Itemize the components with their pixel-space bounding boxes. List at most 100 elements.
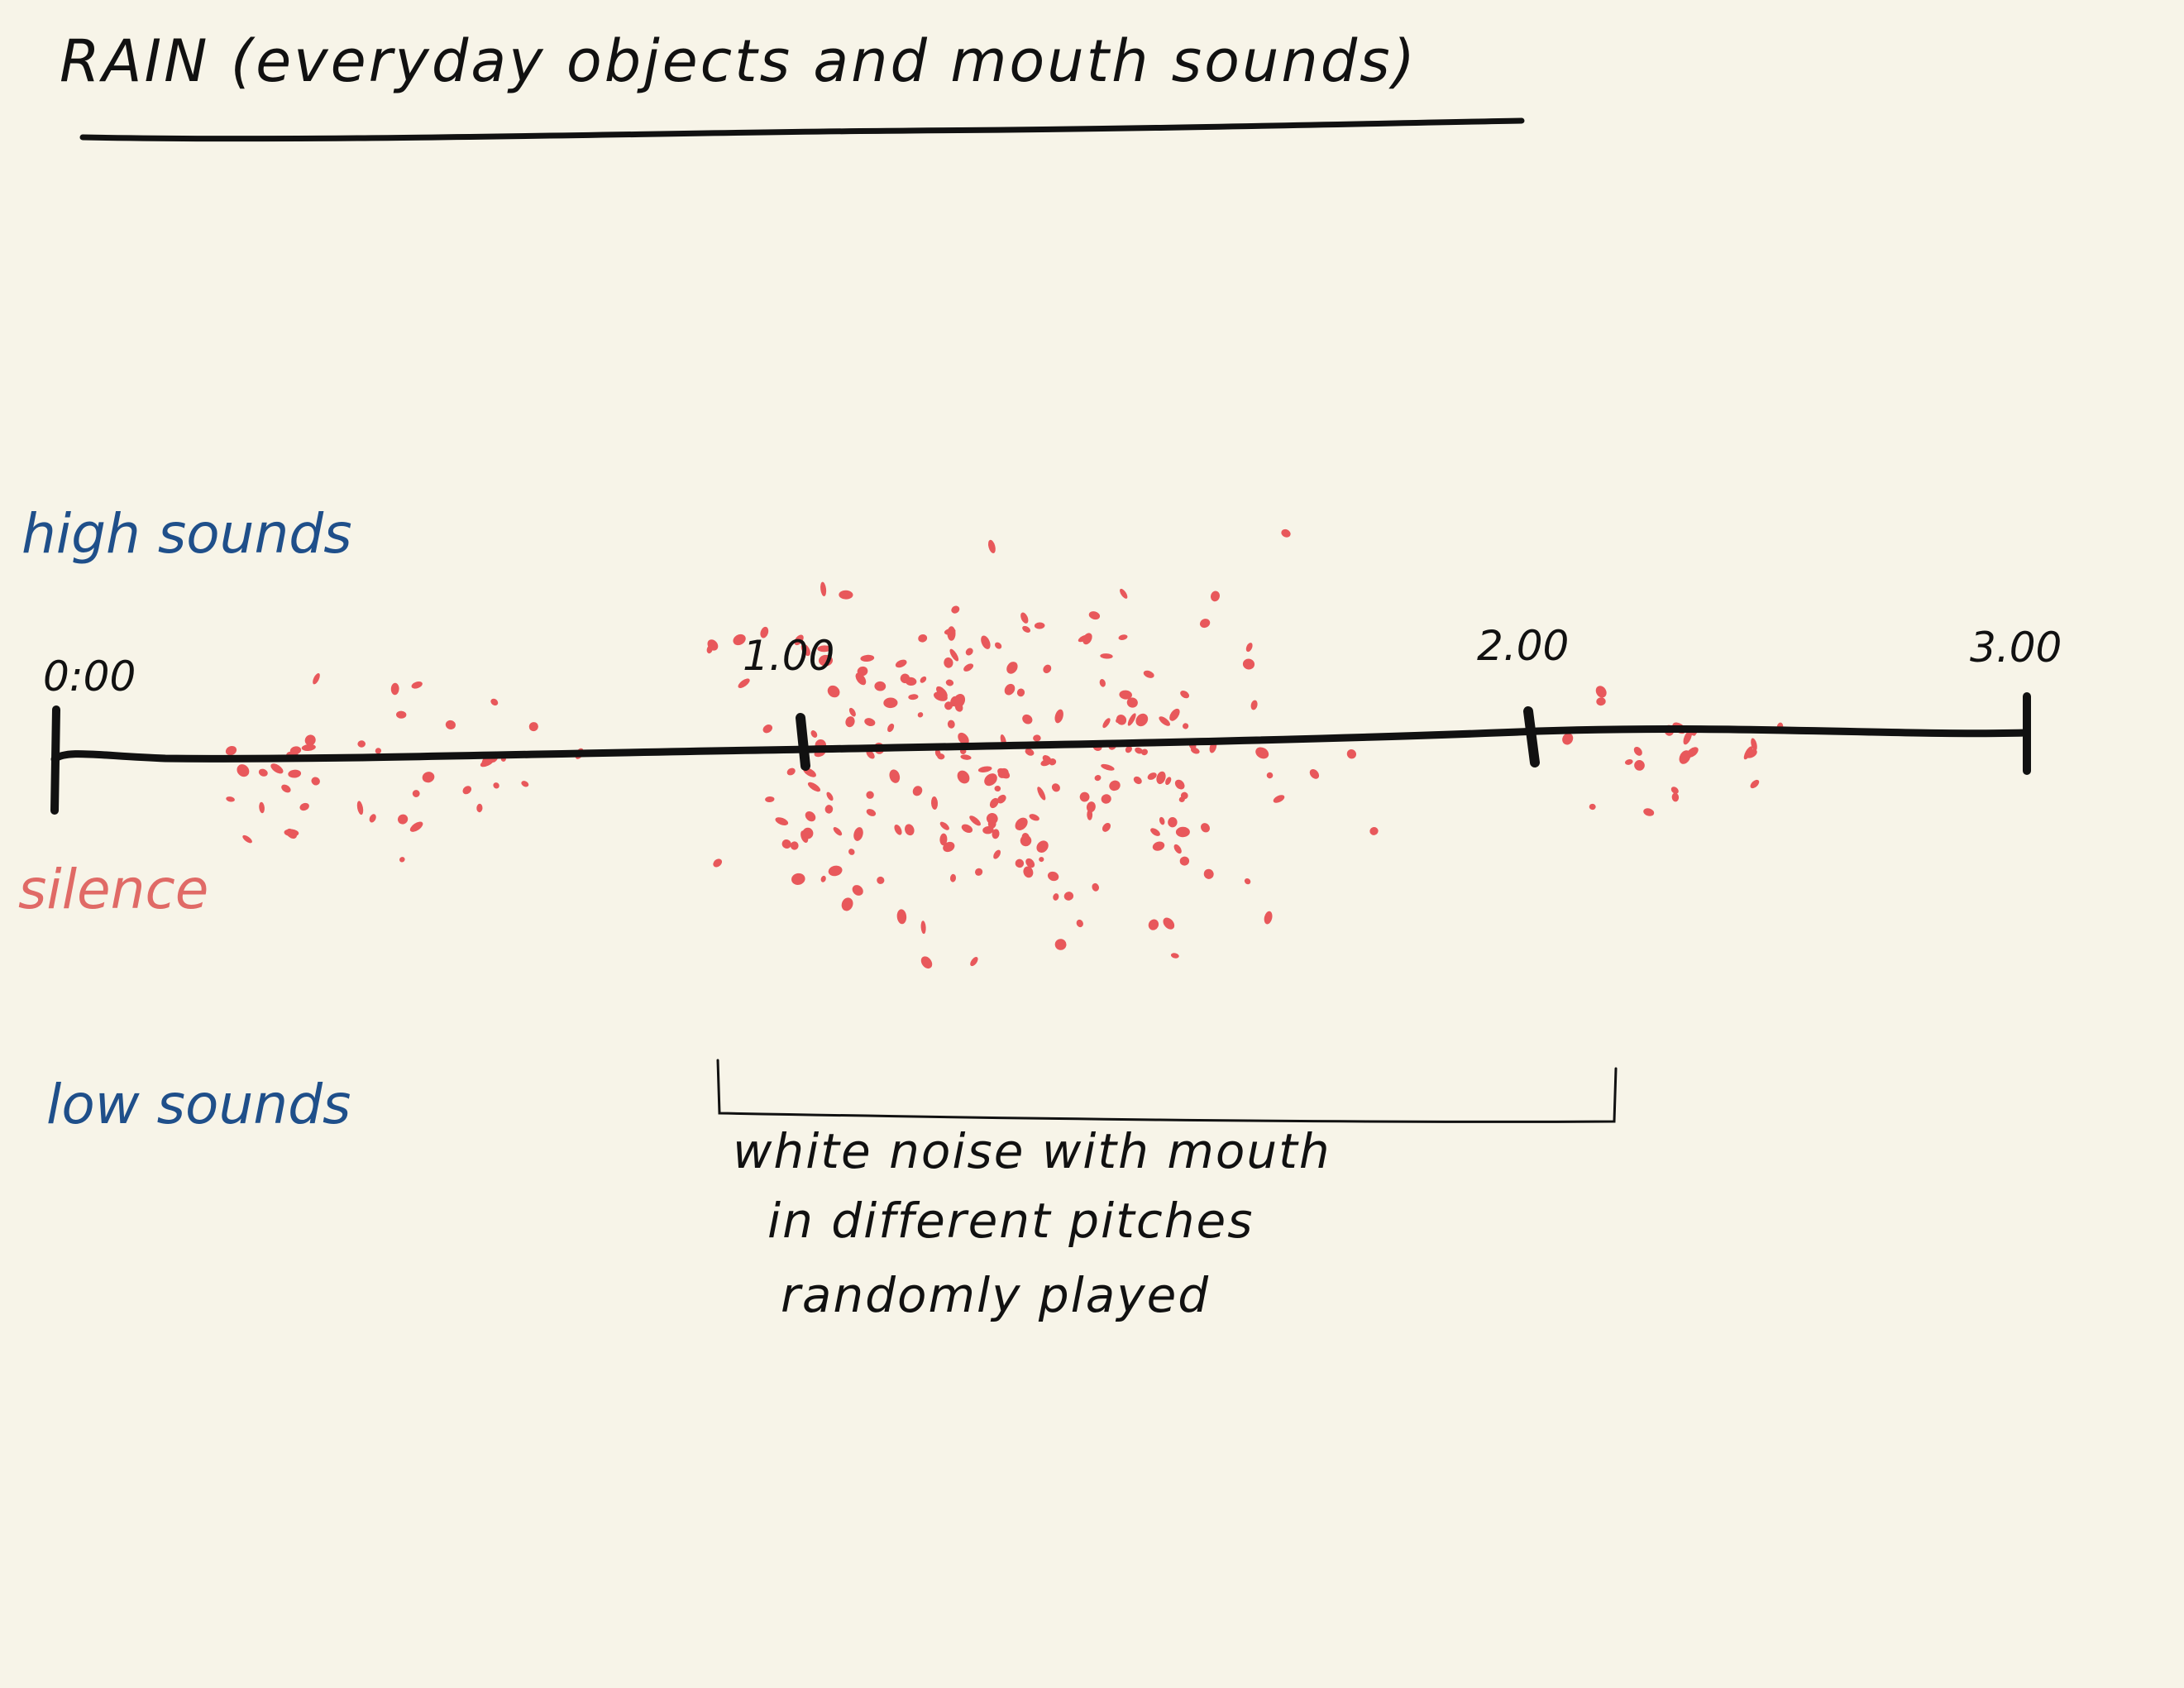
rain-dot [521,781,529,787]
rain-dot [887,723,895,733]
rain-dot [1004,683,1016,696]
rain-dot [982,825,994,834]
low-sounds-label: low sounds [46,1073,351,1136]
rain-dot [1040,758,1051,767]
rain-dot [493,782,499,789]
rain-dot [1101,794,1111,804]
rain-dot [490,698,499,706]
rain-dot [1051,783,1060,792]
tick-label-1: 1.00 [743,632,834,680]
rain-dot [857,666,868,677]
rain-dot [1273,795,1285,803]
rain-dot [375,748,382,754]
rain-dot [937,753,945,760]
rain-dot [1141,748,1148,756]
rain-dot [1180,791,1188,800]
rain-dot [1020,612,1029,624]
rain-dot [1165,777,1172,786]
rain-dot [765,796,775,803]
rain-dot [1109,780,1121,791]
rain-dot [1624,758,1633,765]
rain-dot [1309,769,1320,779]
rain-dot [1082,633,1092,645]
rain-dot [476,803,483,813]
rain-dot [1092,882,1099,892]
rain-dot [969,815,981,826]
rain-dot [299,802,309,811]
rain-dot [993,849,1001,859]
rain-dot [1596,697,1606,706]
rain-dot [802,827,814,839]
rain-dot [912,786,923,796]
rain-dot [1242,658,1255,670]
note-line-2: in different pitches [767,1193,1254,1249]
rain-dot [1088,611,1101,620]
rain-dot [1135,713,1149,727]
rain-dot [226,796,235,802]
rain-dot [828,865,843,877]
rain-dot [1634,760,1645,771]
rain-dot [826,791,834,801]
rain-dot [301,744,316,751]
rain-dot [412,790,420,797]
rain-dot [874,681,887,691]
rain-dot [1200,823,1211,833]
rain-dot [1255,747,1269,759]
rain-dot [1173,844,1182,854]
rain-dot [1037,787,1046,801]
rain-dot [1086,801,1096,813]
rain-dot [970,957,978,967]
rain-dot [284,829,299,837]
rain-dot [1203,868,1214,879]
rain-dot [800,643,810,657]
rain-dot [409,821,423,832]
rain-dot [896,909,907,925]
rain-dot [1346,749,1357,759]
rain-dot [864,718,876,727]
rain-dot [883,697,898,709]
rain-dot [949,648,959,662]
rain-dot [1015,858,1025,868]
rain-dot [1686,747,1699,758]
rain-dot [1079,791,1090,802]
rain-dot [1126,697,1138,708]
rain-dot [1150,828,1160,836]
rain-dot [775,817,789,825]
rain-dot [986,813,998,825]
rain-dot [1750,779,1760,789]
rain-dot [1250,700,1258,710]
rain-dot [1102,822,1111,832]
rain-dot [1053,893,1059,901]
rain-dot [1159,716,1170,726]
rain-dot [480,758,495,767]
rain-dot [958,732,969,745]
rain-dot [1025,748,1035,756]
rain-dot [1135,747,1144,754]
rain-dot [738,678,750,688]
rain-dot [987,539,996,553]
rain-dot [1174,779,1185,790]
rain-dot [390,682,399,696]
rain-dot [1076,919,1083,928]
rain-dot [1049,758,1057,766]
rain-dot [949,873,957,882]
rain-dot [356,801,364,815]
rain-dot [920,676,927,683]
timeline-tick-2 [1523,706,1540,767]
rain-dot [1120,588,1128,599]
rain-dot [1054,939,1067,950]
rain-dot [977,766,992,772]
rain-dot [841,897,853,911]
rain-dot [304,734,316,746]
rain-dot [1021,833,1030,842]
rain-dot [1022,714,1033,724]
rain-dot [950,696,958,707]
rain-dot [311,777,320,786]
rain-dot [313,672,320,685]
rain-dot [961,824,973,834]
rain-dot [760,626,769,638]
range-bracket [716,1059,1618,1123]
rain-dot [963,663,974,672]
rain-dot [1023,866,1034,878]
